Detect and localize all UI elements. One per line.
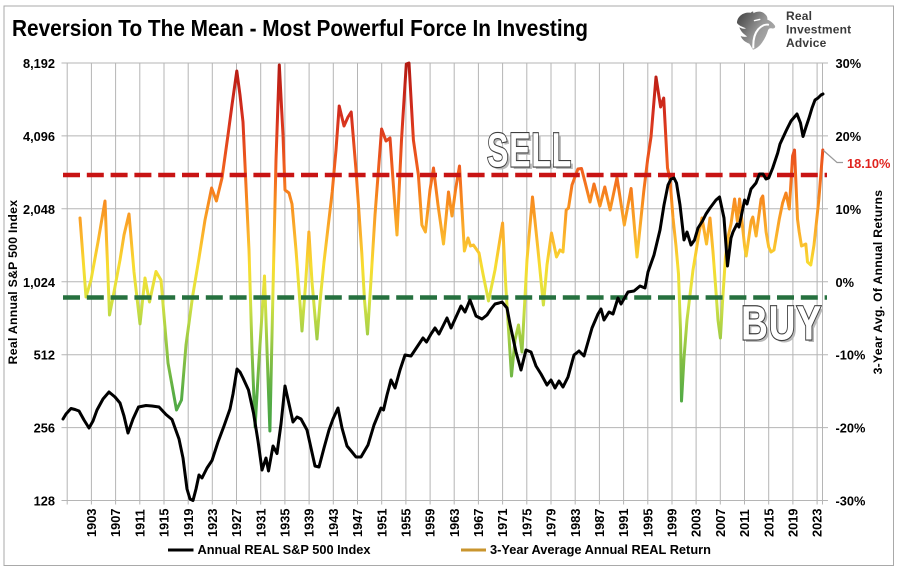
svg-text:1971: 1971: [495, 509, 510, 537]
svg-text:Advice: Advice: [786, 36, 827, 50]
svg-text:1903: 1903: [84, 509, 99, 537]
svg-text:2007: 2007: [713, 509, 728, 537]
svg-text:1991: 1991: [616, 509, 631, 537]
svg-text:18.10%: 18.10%: [847, 156, 891, 171]
svg-text:2019: 2019: [786, 509, 801, 537]
svg-text:30%: 30%: [836, 56, 862, 71]
svg-text:1975: 1975: [519, 509, 534, 537]
svg-text:1955: 1955: [399, 509, 414, 537]
svg-text:1999: 1999: [665, 509, 680, 537]
svg-text:-30%: -30%: [836, 494, 866, 509]
svg-text:1959: 1959: [423, 509, 438, 537]
svg-text:Investment: Investment: [786, 23, 851, 37]
svg-text:3-Year Average Annual REAL Ret: 3-Year Average Annual REAL Return: [490, 542, 711, 557]
svg-text:2011: 2011: [737, 509, 752, 537]
svg-text:1979: 1979: [544, 509, 559, 537]
svg-text:1951: 1951: [374, 509, 389, 537]
svg-text:1915: 1915: [157, 509, 172, 537]
svg-text:3-Year Avg. Of Annual Returns: 3-Year Avg. Of Annual Returns: [871, 190, 885, 375]
svg-text:8,192: 8,192: [23, 56, 55, 71]
svg-text:1987: 1987: [592, 509, 607, 537]
svg-text:2023: 2023: [810, 509, 825, 537]
svg-text:512: 512: [34, 348, 55, 363]
svg-text:Reversion To The Mean - Most P: Reversion To The Mean - Most Powerful Fo…: [12, 15, 588, 41]
svg-text:BUY: BUY: [744, 300, 825, 353]
svg-text:20%: 20%: [836, 129, 862, 144]
svg-text:128: 128: [34, 494, 55, 509]
svg-text:10%: 10%: [836, 202, 862, 217]
svg-text:2003: 2003: [689, 509, 704, 537]
svg-text:1931: 1931: [253, 509, 268, 537]
svg-text:1923: 1923: [205, 509, 220, 537]
svg-text:2,048: 2,048: [23, 202, 55, 217]
svg-text:1907: 1907: [108, 509, 123, 537]
svg-text:1,024: 1,024: [23, 275, 56, 290]
svg-text:1967: 1967: [471, 509, 486, 537]
svg-text:4,096: 4,096: [23, 129, 55, 144]
svg-text:-10%: -10%: [836, 348, 866, 363]
svg-text:Real Annual S&P 500 Index: Real Annual S&P 500 Index: [6, 200, 20, 365]
svg-text:SELL: SELL: [490, 127, 575, 180]
svg-text:1935: 1935: [278, 509, 293, 537]
svg-text:Real: Real: [786, 9, 812, 23]
svg-text:Annual REAL S&P 500 Index: Annual REAL S&P 500 Index: [198, 542, 372, 557]
svg-text:1947: 1947: [350, 509, 365, 537]
svg-text:1943: 1943: [326, 509, 341, 537]
svg-text:SELL: SELL: [487, 125, 572, 178]
svg-text:1963: 1963: [447, 509, 462, 537]
svg-text:-20%: -20%: [836, 421, 866, 436]
svg-text:0%: 0%: [836, 275, 855, 290]
svg-text:1983: 1983: [568, 509, 583, 537]
svg-text:1927: 1927: [229, 509, 244, 537]
svg-text:1911: 1911: [132, 509, 147, 537]
svg-text:256: 256: [34, 421, 55, 436]
svg-text:BUY: BUY: [741, 298, 822, 351]
svg-text:1939: 1939: [302, 509, 317, 537]
svg-text:1919: 1919: [181, 509, 196, 537]
svg-text:2015: 2015: [761, 509, 776, 537]
svg-text:1995: 1995: [640, 509, 655, 537]
